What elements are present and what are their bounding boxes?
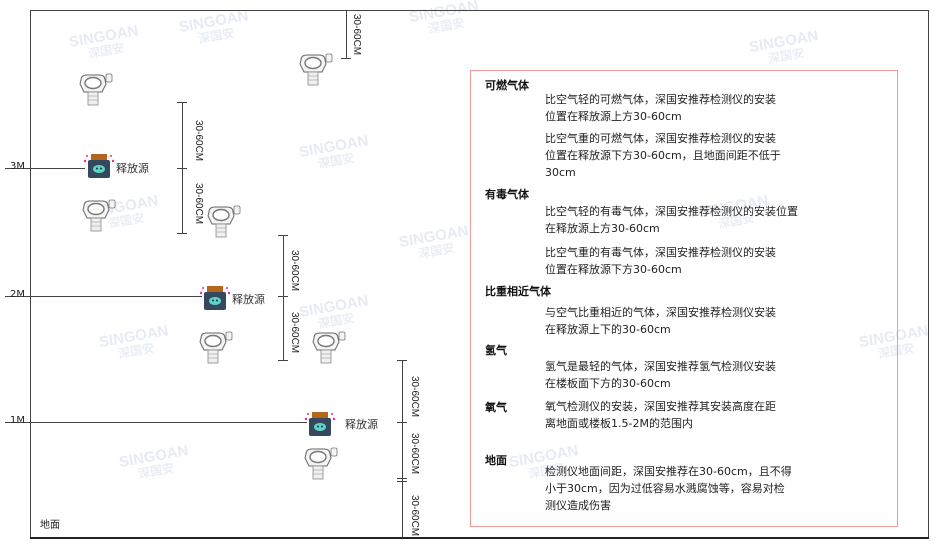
level-line-3m [5, 168, 85, 169]
dimension-label: 30-60CM [289, 250, 300, 292]
dimension-label: 30-60CM [193, 120, 204, 162]
heading-toxic: 有毒气体 [485, 188, 529, 201]
watermark-logo: SINGOAN 深国安 [297, 292, 370, 331]
watermark-logo: SINGOAN 深国安 [67, 22, 140, 61]
ground-line [30, 537, 929, 539]
paragraph-toxic-light: 比空气轻的有毒气体，深国安推荐检测仪的安装位置 在释放源上方30-60cm [545, 205, 798, 235]
dimension-label: 30-60CM [409, 433, 420, 475]
dimension-label: 30-60CM [409, 495, 420, 537]
paragraph-hydrogen: 氢气是最轻的气体，深国安推荐氢气检测仪安装 在楼板面下方的30-60cm [545, 360, 776, 390]
dimension-line [182, 102, 183, 233]
level-line-1m [5, 422, 307, 423]
dimension-tick [397, 481, 407, 482]
dimension-label: 30-60CM [351, 14, 362, 56]
heading-combustible: 可燃气体 [485, 79, 529, 92]
release-source-label: 释放源 [116, 162, 149, 175]
heading-similar-density: 比重相近气体 [485, 285, 551, 298]
release-source-icon [303, 410, 337, 438]
dimension-tick [278, 235, 288, 236]
paragraph-oxygen: 氧气检测仪的安装，深国安推荐其安装高度在距 离地面或楼板1.5-2M的范围内 [545, 400, 776, 430]
watermark-logo: SINGOAN 深国安 [297, 132, 370, 171]
paragraph-similar-density: 与空气比重相近的气体，深国安推荐检测仪安装 在释放源上下的30-60cm [545, 306, 776, 336]
watermark-logo: SINGOAN 深国安 [407, 0, 480, 36]
gas-detector-icon [297, 52, 333, 88]
dimension-tick [397, 478, 407, 479]
watermark-logo: SINGOAN 深国安 [747, 27, 820, 66]
wall-line-left [30, 10, 31, 538]
level-label-1m: 1M [10, 415, 25, 426]
dimension-tick [278, 360, 288, 361]
paragraph-ground: 检测仪地面间距，深国安推荐在30-60cm，且不得 小于30cm，因为过低容易水溅… [545, 465, 792, 512]
gas-detector-icon [205, 204, 241, 240]
level-line-2m [5, 296, 202, 297]
installation-guide-panel [470, 70, 898, 527]
watermark-logo: SINGOAN 深国安 [397, 222, 470, 261]
gas-detector-icon [310, 330, 346, 366]
dimension-tick [397, 422, 407, 423]
gas-detector-icon [77, 72, 113, 108]
dimension-line [283, 235, 284, 361]
watermark-logo: SINGOAN 深国安 [117, 442, 190, 481]
paragraph-combustible-light: 比空气轻的可燃气体，深国安推荐检测仪的安装 位置在释放源上方30-60cm [545, 93, 776, 123]
heading-oxygen: 氧气 [485, 401, 507, 414]
ground-label: 地面 [40, 520, 60, 531]
level-label-2m: 2M [10, 289, 25, 300]
gas-detector-icon [80, 198, 116, 234]
wall-line-right [928, 10, 929, 538]
dimension-tick [177, 168, 187, 169]
release-source-icon [198, 284, 232, 312]
dimension-tick [278, 296, 288, 297]
watermark-logo: SINGOAN 深国安 [97, 322, 170, 361]
gas-detector-icon [197, 330, 233, 366]
dimension-label: 30-60CM [193, 183, 204, 225]
dimension-label: 30-60CM [409, 376, 420, 418]
gas-detector-icon [302, 446, 338, 482]
dimension-line [346, 10, 347, 58]
ceiling-line [30, 10, 928, 11]
level-label-3m: 3M [10, 161, 25, 172]
release-source-icon [82, 152, 116, 180]
heading-ground: 地面 [485, 454, 507, 467]
dimension-label: 30-60CM [289, 312, 300, 354]
dimension-line [402, 360, 403, 538]
dimension-tick [177, 102, 187, 103]
heading-hydrogen: 氢气 [485, 344, 507, 357]
dimension-tick [177, 233, 187, 234]
paragraph-toxic-heavy: 比空气重的有毒气体，深国安推荐检测仪的安装 位置在释放源下方30-60cm [545, 246, 776, 276]
dimension-tick [341, 58, 351, 59]
release-source-label: 释放源 [345, 418, 378, 431]
release-source-label: 释放源 [232, 293, 265, 306]
paragraph-combustible-heavy: 比空气重的可燃气体，深国安推荐检测仪的安装 位置在释放源下方30-60cm，且地面… [545, 132, 781, 179]
dimension-tick [397, 360, 407, 361]
watermark-logo: SINGOAN 深国安 [177, 7, 250, 46]
